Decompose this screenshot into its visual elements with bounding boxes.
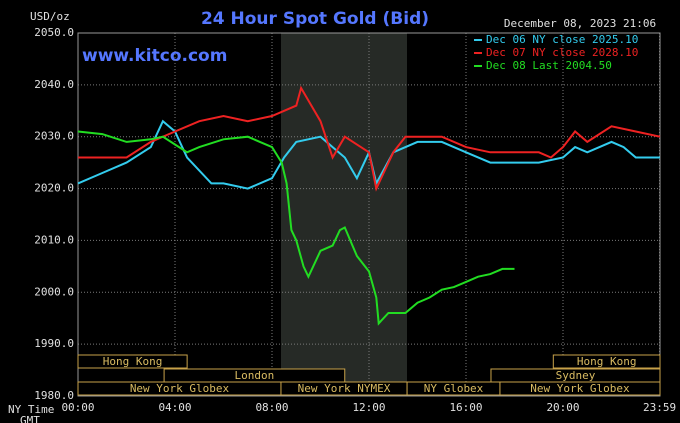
- x-tick-label: 04:00: [158, 401, 191, 414]
- session-label: Sydney: [556, 369, 596, 382]
- x-axis-label: NY Time: [8, 403, 54, 416]
- y-tick-label: 2040.0: [34, 78, 74, 91]
- legend-label: Dec 06 NY close 2025.10: [486, 33, 638, 46]
- x-tick-label: 12:00: [352, 401, 385, 414]
- session-label: London: [235, 369, 275, 382]
- session-label: Hong Kong: [577, 355, 637, 368]
- session-label: Hong Kong: [103, 355, 163, 368]
- x-tick-label: 00:00: [61, 401, 94, 414]
- y-tick-label: 2000.0: [34, 285, 74, 298]
- session-bar: [77, 354, 188, 369]
- series-line: [78, 85, 661, 192]
- session-label: New York Globex: [130, 382, 230, 395]
- x-tick-label: 23:59: [643, 401, 676, 414]
- x-tick-label: 16:00: [449, 401, 482, 414]
- session-label: New York Globex: [530, 382, 630, 395]
- y-tick-label: 2020.0: [34, 182, 74, 195]
- plot-frame: [77, 32, 661, 397]
- session-bar: [499, 381, 661, 396]
- legend-label: Dec 07 NY close 2028.10: [486, 46, 638, 59]
- x-axis-label-2: GMT: [20, 414, 40, 423]
- session-label: New York NYMEX: [298, 382, 391, 395]
- y-tick-label: 2030.0: [34, 130, 74, 143]
- timestamp: December 08, 2023 21:06: [504, 17, 656, 30]
- y-tick-label: 1990.0: [34, 337, 74, 350]
- series-line: [77, 130, 515, 326]
- y-tick-label: 2050.0: [34, 26, 74, 39]
- series-line: [77, 119, 660, 190]
- legend-label: Dec 08 Last 2004.50: [486, 59, 612, 72]
- nymex-shade: [281, 33, 407, 396]
- legend-box: [470, 33, 660, 75]
- session-label: NY Globex: [424, 382, 484, 395]
- x-tick-label: 08:00: [255, 401, 288, 414]
- x-tick-label: 20:00: [546, 401, 579, 414]
- session-bar: [552, 354, 661, 369]
- y-tick-label: 1980.0: [34, 389, 74, 402]
- website: www.kitco.com: [82, 46, 227, 66]
- y-axis-label: USD/oz: [30, 10, 70, 23]
- y-tick-label: 2010.0: [34, 233, 74, 246]
- chart-title: 24 Hour Spot Gold (Bid): [201, 9, 429, 29]
